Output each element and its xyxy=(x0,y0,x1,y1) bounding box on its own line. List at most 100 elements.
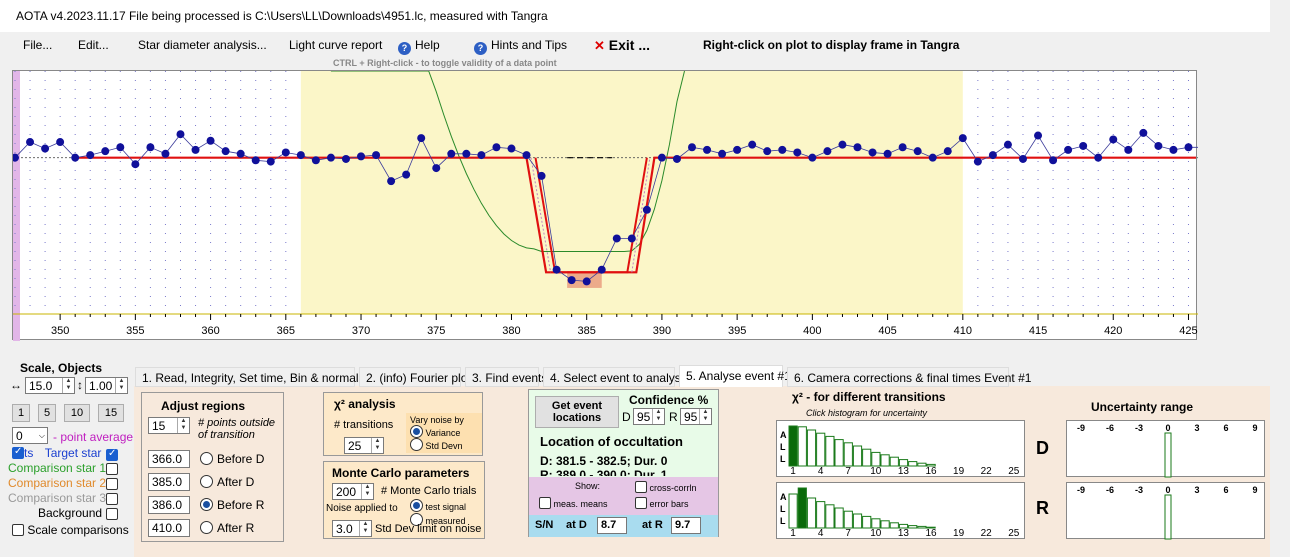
data-point[interactable] xyxy=(913,147,922,156)
data-point[interactable] xyxy=(326,153,335,162)
data-point[interactable] xyxy=(101,147,110,156)
data-point[interactable] xyxy=(161,149,170,158)
data-point[interactable] xyxy=(582,277,591,286)
data-point[interactable] xyxy=(552,265,561,274)
chi-bar[interactable] xyxy=(898,523,909,529)
chi-bar[interactable] xyxy=(917,525,927,529)
chi-bar[interactable] xyxy=(834,439,844,467)
background-checkbox[interactable] xyxy=(106,508,118,520)
data-point[interactable] xyxy=(26,138,35,147)
data-point[interactable] xyxy=(567,276,576,285)
menu-exit[interactable]: ✕ Exit ... xyxy=(594,37,650,54)
chi-bar[interactable] xyxy=(889,456,899,467)
data-point[interactable] xyxy=(838,140,847,149)
data-point[interactable] xyxy=(853,143,862,152)
chi-bar[interactable] xyxy=(843,510,853,529)
spinner-arrows[interactable]: ▲ ▼ xyxy=(62,378,74,393)
data-point[interactable] xyxy=(191,145,200,154)
test-signal-radio[interactable] xyxy=(410,499,423,512)
region-option[interactable]: Before R xyxy=(200,498,264,512)
variance-radio[interactable] xyxy=(410,425,423,438)
error-bars-checkbox[interactable] xyxy=(635,497,647,509)
chi-bar[interactable] xyxy=(852,445,863,467)
chi-bar[interactable] xyxy=(816,501,826,529)
chi-bar[interactable] xyxy=(908,525,918,529)
chi-bar[interactable] xyxy=(788,425,798,467)
chi-bar[interactable] xyxy=(816,432,826,467)
data-point[interactable] xyxy=(86,151,95,160)
data-point[interactable] xyxy=(1154,141,1163,150)
light-curve-svg[interactable]: 350 355 360 365 370 375 380 385 390 395 400 405 410 4… xyxy=(11,70,1208,341)
data-point[interactable] xyxy=(417,134,426,143)
region-option[interactable]: After R xyxy=(200,521,254,535)
menu-light-curve-report[interactable]: Light curve report xyxy=(289,38,383,52)
region-value-input[interactable]: 366.0 xyxy=(148,450,190,468)
test-signal-option[interactable]: test signal xyxy=(410,499,466,512)
region-value-input[interactable]: 410.0 xyxy=(148,519,190,537)
scale-comparisons-checkbox[interactable] xyxy=(12,524,24,536)
data-point[interactable] xyxy=(778,145,787,154)
data-point[interactable] xyxy=(1079,141,1088,150)
data-point[interactable] xyxy=(868,148,877,157)
menu-star-diameter[interactable]: Star diameter analysis... xyxy=(138,38,267,52)
data-point[interactable] xyxy=(402,170,411,179)
data-point[interactable] xyxy=(943,147,952,156)
data-point[interactable] xyxy=(311,156,320,165)
data-point[interactable] xyxy=(672,154,681,163)
points-outside-spinner[interactable]: 15 ▲ ▼ xyxy=(148,417,190,434)
data-point[interactable] xyxy=(341,154,350,163)
data-point[interactable] xyxy=(883,149,892,158)
tab-1[interactable]: 1. Read, Integrity, Set time, Bin & norm… xyxy=(135,367,374,387)
data-point[interactable] xyxy=(808,153,817,162)
chi-bar[interactable] xyxy=(880,520,890,529)
data-point[interactable] xyxy=(688,143,697,152)
chi-bar[interactable] xyxy=(898,459,909,467)
data-point[interactable] xyxy=(928,153,937,162)
get-event-locations-button[interactable]: Get event locations xyxy=(535,396,619,428)
cross-corr-option[interactable]: cross-corrln xyxy=(635,481,697,493)
data-point[interactable] xyxy=(251,156,260,165)
data-point[interactable] xyxy=(763,147,772,156)
data-point[interactable] xyxy=(793,148,802,157)
menu-help[interactable]: ? Help xyxy=(398,38,440,55)
chi-bar[interactable] xyxy=(797,426,807,467)
menu-edit[interactable]: Edit... xyxy=(78,38,109,52)
data-point[interactable] xyxy=(718,149,727,158)
chi-bar[interactable] xyxy=(871,518,881,529)
scale-button[interactable]: 15 xyxy=(98,404,124,422)
scale-comparisons-row[interactable]: Scale comparisons xyxy=(12,523,129,537)
light-curve-plot[interactable]: 350 355 360 365 370 375 380 385 390 395 400 405 410 4… xyxy=(11,70,1208,341)
chi-bar[interactable] xyxy=(880,454,890,467)
data-point[interactable] xyxy=(221,147,230,156)
menu-hints[interactable]: ? Hints and Tips xyxy=(474,38,567,55)
data-point[interactable] xyxy=(748,140,757,149)
chi-bar[interactable] xyxy=(797,487,807,529)
data-point[interactable] xyxy=(236,149,245,158)
region-value-input[interactable]: 386.0 xyxy=(148,496,190,514)
data-point[interactable] xyxy=(1094,153,1103,162)
meas-means-option[interactable]: meas. means xyxy=(539,497,608,509)
region-radio[interactable] xyxy=(200,475,213,488)
data-point[interactable] xyxy=(206,136,215,145)
data-point[interactable] xyxy=(703,145,712,154)
confidence-r-spinner[interactable]: 95 ▲ ▼ xyxy=(680,408,712,425)
region-option[interactable]: After D xyxy=(200,475,254,489)
chi-bar[interactable] xyxy=(926,526,936,529)
chi-bar[interactable] xyxy=(852,513,863,529)
target-star-row[interactable]: ts Target star xyxy=(12,446,101,460)
comparison-star-checkbox[interactable] xyxy=(106,463,118,475)
tab-5[interactable]: 5. Analyse event #1 xyxy=(679,365,791,387)
point-average-select[interactable]: 0 ⌵ xyxy=(12,427,48,444)
data-point[interactable] xyxy=(1109,135,1118,144)
chi-bar[interactable] xyxy=(889,522,899,529)
data-point[interactable] xyxy=(733,145,742,154)
region-radio[interactable] xyxy=(200,498,213,511)
data-point[interactable] xyxy=(612,234,621,243)
data-point[interactable] xyxy=(1064,145,1073,154)
spinner-arrows[interactable]: ▲ ▼ xyxy=(371,438,383,453)
chi-bar[interactable] xyxy=(871,451,881,467)
chi-bar[interactable] xyxy=(825,435,835,467)
data-point[interactable] xyxy=(1169,145,1178,154)
chi-bar[interactable] xyxy=(788,493,798,529)
